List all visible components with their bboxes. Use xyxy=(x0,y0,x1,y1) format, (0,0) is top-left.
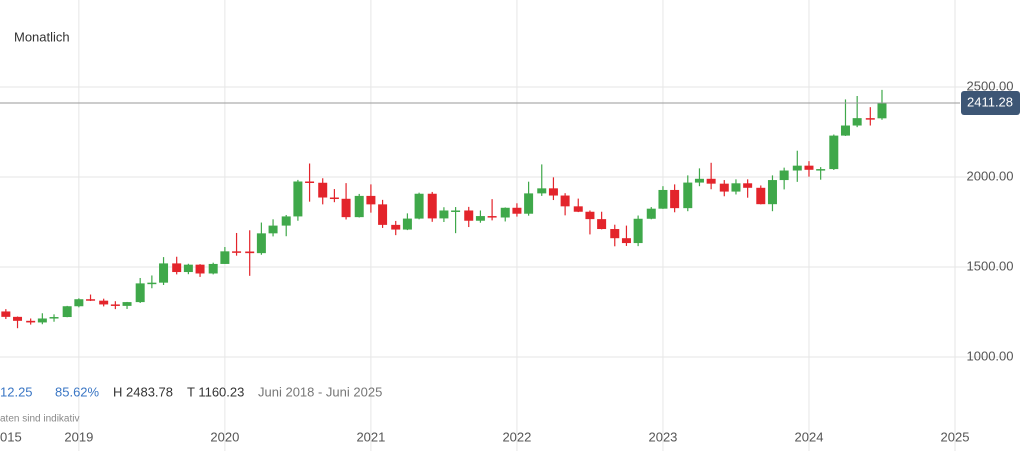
candle-body xyxy=(524,193,534,214)
candle-body xyxy=(281,216,291,226)
candle-body xyxy=(767,180,777,205)
candle-body xyxy=(683,182,693,209)
candle-body xyxy=(49,317,59,319)
change-percent: 85.62% xyxy=(55,384,100,399)
candle-body xyxy=(414,193,424,219)
candle-body xyxy=(208,263,218,274)
candle-body xyxy=(74,299,84,307)
candle-body xyxy=(341,198,351,218)
candle-body xyxy=(268,225,278,234)
x-tick-label: 2024 xyxy=(795,429,824,444)
candle-body xyxy=(318,182,328,198)
candle-body xyxy=(37,318,47,323)
y-tick-label: 2500.00 xyxy=(967,78,1014,93)
candle-body xyxy=(391,224,401,230)
candle-body xyxy=(329,197,339,200)
candle-body xyxy=(865,118,875,120)
candle-body xyxy=(451,210,461,212)
x-tick-label: 2022 xyxy=(502,429,531,444)
candle-body xyxy=(512,207,522,214)
candle-body xyxy=(232,251,242,253)
last-price-label: 2411.28 xyxy=(967,94,1013,109)
candle-body xyxy=(694,178,704,183)
x-tick-label: 2025 xyxy=(941,429,970,444)
candle-body xyxy=(354,195,364,218)
x-tick-label: 015 xyxy=(0,429,22,444)
candle-body xyxy=(13,316,23,321)
candle-body xyxy=(378,204,388,225)
candle-body xyxy=(256,233,266,254)
candle-body xyxy=(792,165,802,171)
candle-body xyxy=(195,264,205,274)
x-tick-label: 2019 xyxy=(64,429,93,444)
candle-body xyxy=(62,306,72,318)
candle-body xyxy=(427,193,437,219)
x-tick-label: 2021 xyxy=(356,429,385,444)
candle-body xyxy=(877,103,887,119)
range-label: Juni 2018 - Juni 2025 xyxy=(258,384,382,399)
candle-body xyxy=(610,229,620,239)
candle-body xyxy=(646,208,656,219)
note: aten sind indikativ xyxy=(0,414,80,425)
candle-body xyxy=(147,282,157,285)
candle-body xyxy=(305,181,315,183)
candle-body xyxy=(110,304,120,306)
candle-body xyxy=(366,195,376,205)
candle-body xyxy=(658,189,668,209)
candle-body xyxy=(829,135,839,170)
candle-body xyxy=(743,183,753,188)
candle-body xyxy=(537,188,547,194)
y-tick-label: 2000.00 xyxy=(967,168,1014,183)
y-tick-label: 1500.00 xyxy=(967,258,1014,273)
x-tick-label: 2020 xyxy=(210,429,239,444)
last-price-badge xyxy=(961,90,1020,115)
low-label: T 1160.23 xyxy=(187,384,244,399)
candle-body xyxy=(172,263,182,273)
candle-body xyxy=(159,263,169,283)
x-tick-label: 2023 xyxy=(648,429,677,444)
candle-body xyxy=(122,302,132,306)
candle-body xyxy=(402,218,412,230)
period-label: Monatlich xyxy=(14,29,70,44)
candle-body xyxy=(706,178,716,184)
candle-body xyxy=(439,210,449,219)
candle-body xyxy=(245,251,255,254)
candle-body xyxy=(560,195,570,207)
candle-body xyxy=(756,187,766,205)
candle-body xyxy=(816,169,826,171)
candle-body xyxy=(86,299,96,301)
candle-body xyxy=(99,300,109,305)
candle-body xyxy=(500,207,510,218)
candle-body xyxy=(804,165,814,170)
candle-body xyxy=(220,251,230,264)
candle-body xyxy=(573,206,583,212)
candle-body xyxy=(26,320,36,323)
candle-body xyxy=(840,125,850,136)
candle-body xyxy=(852,118,862,126)
candle-body xyxy=(633,218,643,244)
candle-body xyxy=(585,211,595,220)
candle-body xyxy=(487,216,497,218)
candle-body xyxy=(548,188,558,196)
candle-body xyxy=(464,210,474,221)
candle-body xyxy=(719,183,729,192)
candle-body xyxy=(597,219,607,230)
candles xyxy=(1,89,887,329)
candle-body xyxy=(670,189,680,209)
y-tick-label: 1000.00 xyxy=(967,348,1014,363)
candle-body xyxy=(779,170,789,181)
candle-body xyxy=(1,311,11,317)
candle-body xyxy=(475,216,485,221)
change: 12.25 xyxy=(0,384,33,399)
high-label: H 2483.78 xyxy=(113,384,173,399)
candle-body xyxy=(621,238,631,244)
candle-body xyxy=(135,283,145,303)
candle-body xyxy=(731,183,741,192)
candle-body xyxy=(293,181,303,217)
candle-body xyxy=(183,264,193,273)
